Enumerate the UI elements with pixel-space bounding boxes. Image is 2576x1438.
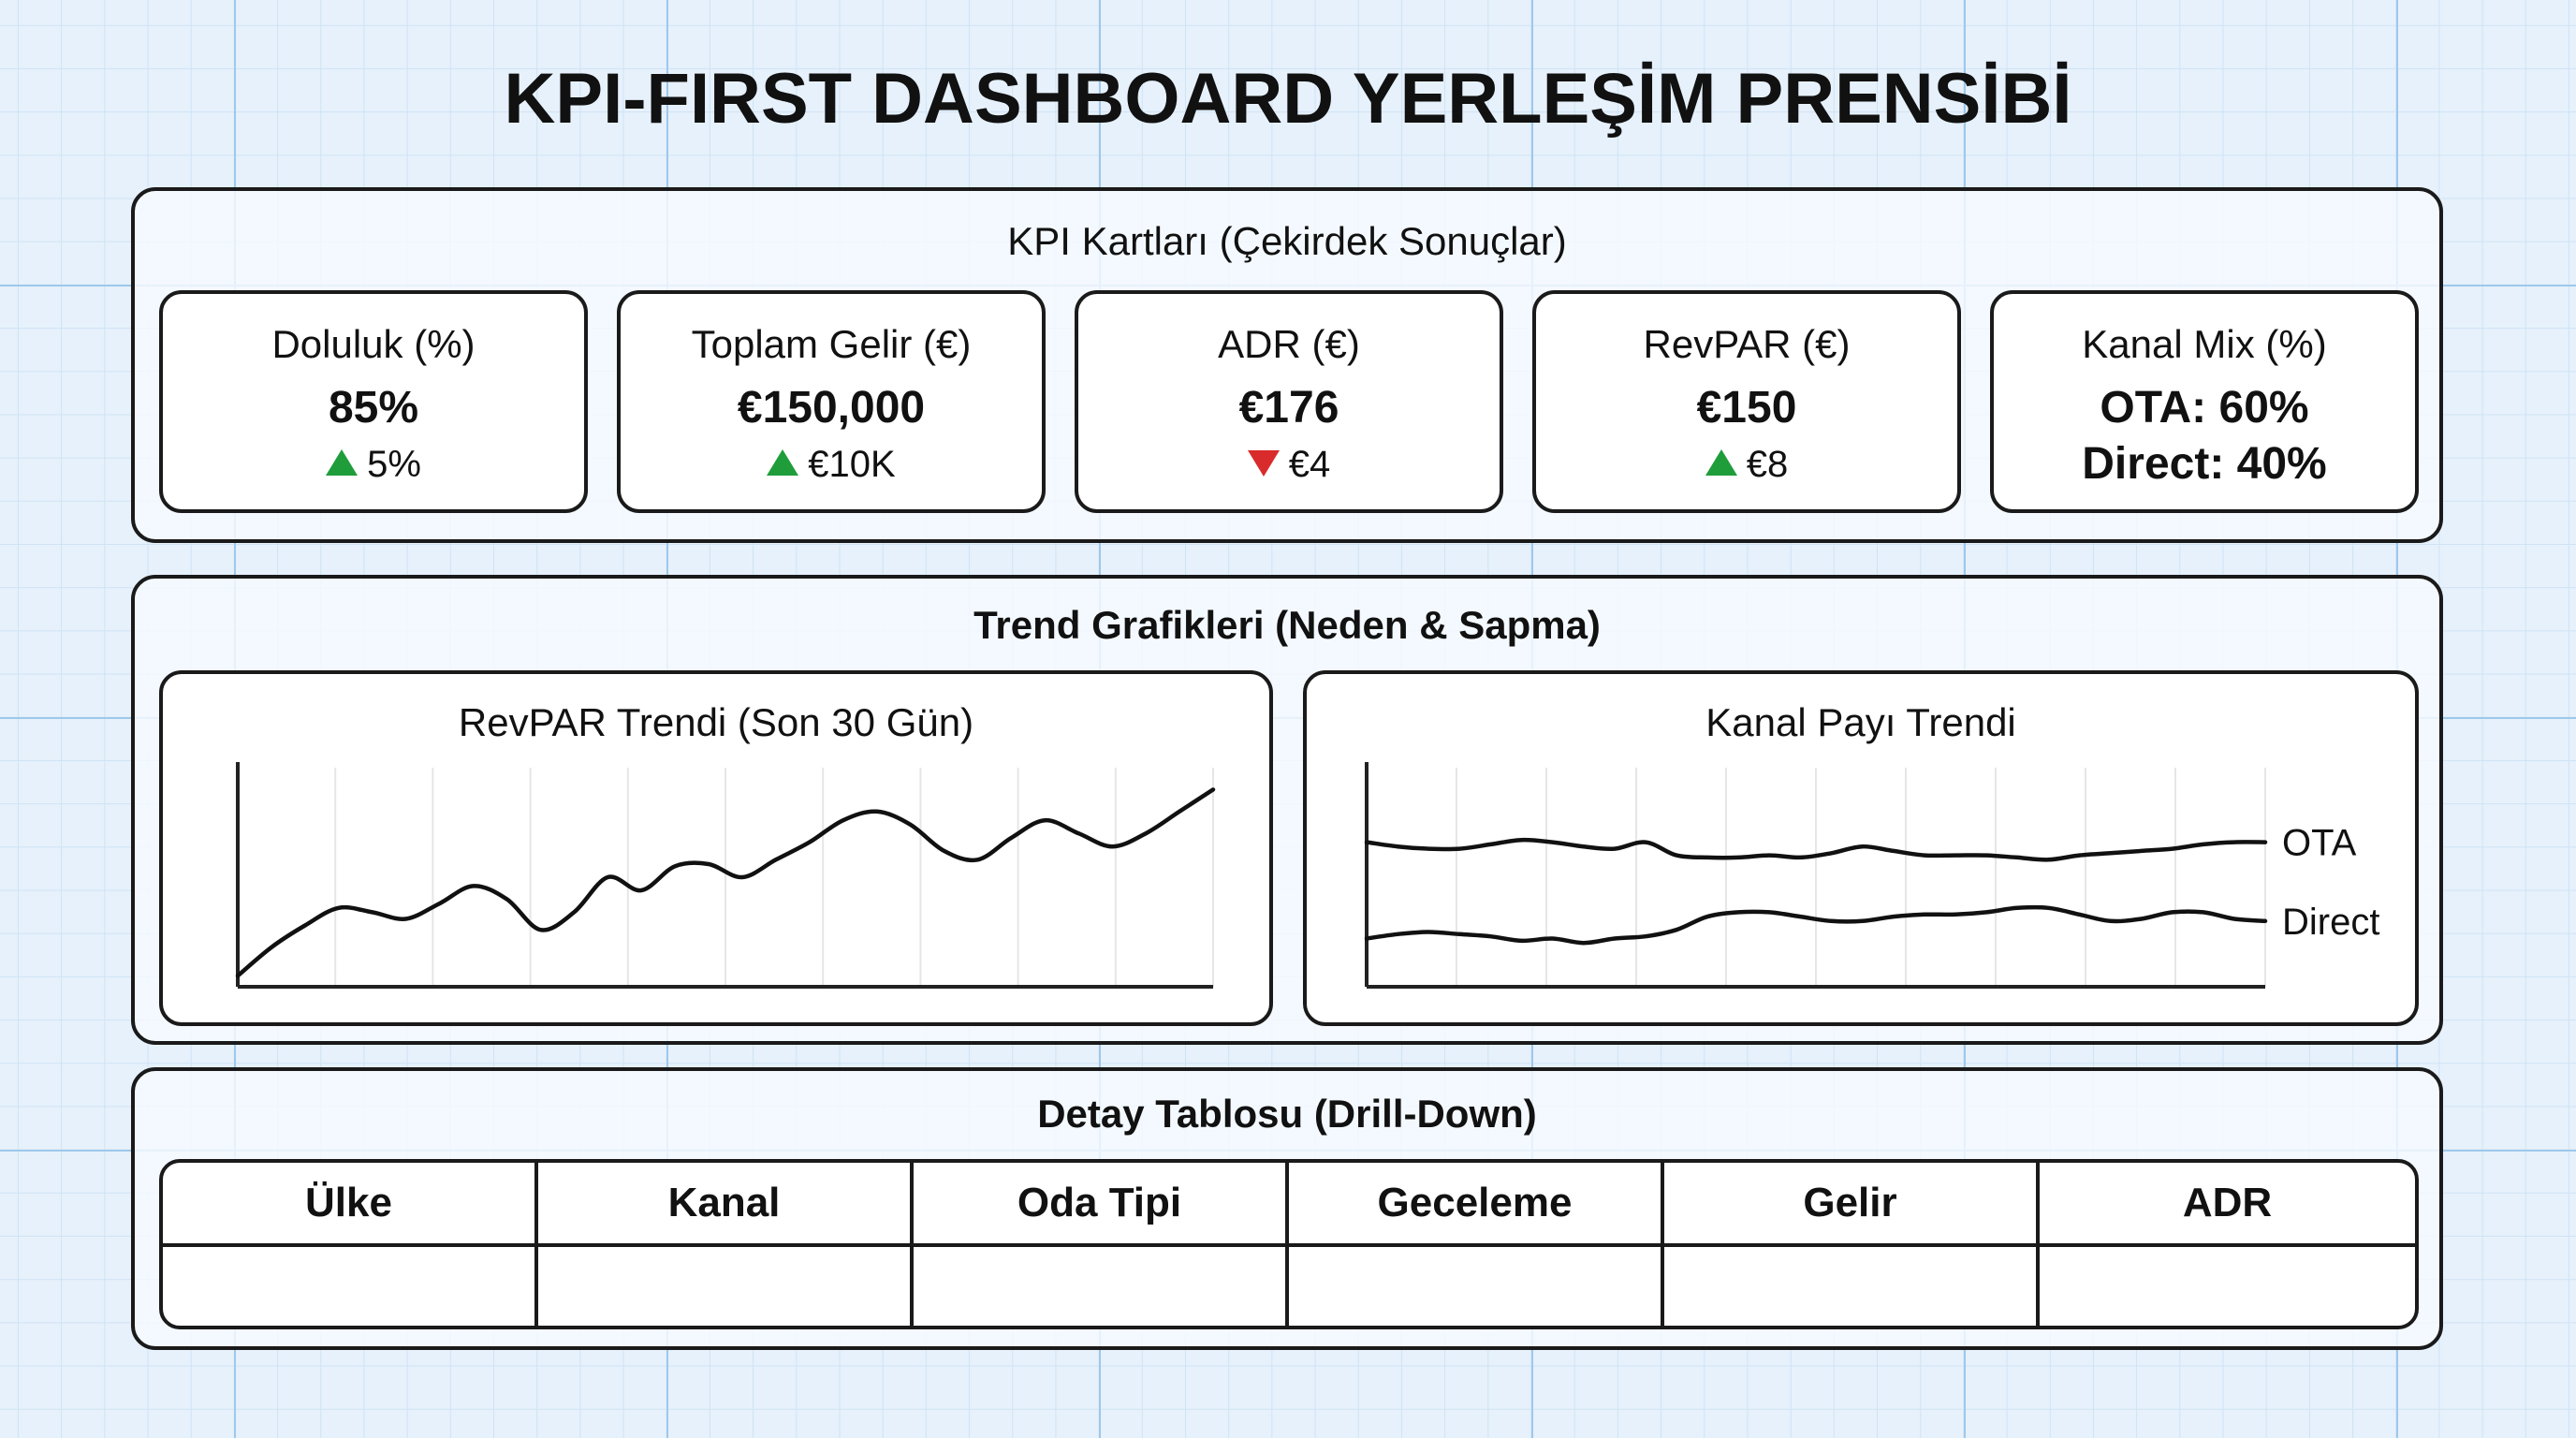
kpi-delta: €10K xyxy=(621,444,1042,486)
series-line xyxy=(235,787,1216,978)
trend-section: Trend Grafikleri (Neden & Sapma) RevPAR … xyxy=(131,575,2443,1045)
kpi-label: ADR (€) xyxy=(1218,322,1360,366)
channel-share-line-chart: OTA Direct xyxy=(1364,762,2379,989)
detail-section-title: Detay Tablosu (Drill-Down) xyxy=(1037,1092,1537,1136)
table-cell xyxy=(538,1247,914,1326)
kpi-delta: €4 xyxy=(1078,444,1500,486)
revpar-chart-title: RevPAR Trendi (Son 30 Gün) xyxy=(458,700,974,744)
kpi-label: Doluluk (%) xyxy=(271,322,476,366)
trend-section-title: Trend Grafikleri (Neden & Sapma) xyxy=(973,603,1601,647)
kpi-label: RevPAR (€) xyxy=(1643,322,1851,366)
kpi-delta: 5% xyxy=(163,444,584,486)
kpi-delta-value: €4 xyxy=(1288,444,1331,485)
series-line-ota xyxy=(1364,837,2268,862)
kpi-card-total-revenue[interactable]: Toplam Gelir (€) €150,000 €10K xyxy=(617,290,1046,513)
kpi-value: €176 xyxy=(1238,383,1339,433)
kpi-delta: €8 xyxy=(1536,444,1957,486)
table-header-row: Ülke Kanal Oda Tipi Geceleme Gelir ADR xyxy=(163,1163,2415,1247)
kpi-card-revpar[interactable]: RevPAR (€) €150 €8 xyxy=(1532,290,1961,513)
kpi-delta-value: €10K xyxy=(808,444,896,485)
column-header-nights[interactable]: Geceleme xyxy=(1289,1163,1664,1247)
trend-down-icon xyxy=(1247,450,1280,477)
column-header-country[interactable]: Ülke xyxy=(163,1163,538,1247)
table-cell xyxy=(2040,1247,2415,1326)
kpi-card-channel-mix[interactable]: Kanal Mix (%) OTA: 60% Direct: 40% xyxy=(1990,290,2419,513)
kpi-label: Toplam Gelir (€) xyxy=(691,322,972,366)
column-header-room-type[interactable]: Oda Tipi xyxy=(914,1163,1289,1247)
detail-section: Detay Tablosu (Drill-Down) Ülke Kanal Od… xyxy=(131,1067,2443,1350)
kpi-delta-value: 5% xyxy=(367,444,421,485)
column-header-adr[interactable]: ADR xyxy=(2040,1163,2415,1247)
table-row[interactable] xyxy=(163,1247,2415,1326)
detail-table: Ülke Kanal Oda Tipi Geceleme Gelir ADR xyxy=(159,1159,2419,1329)
revpar-line-chart xyxy=(235,762,1216,989)
kpi-delta-value: €8 xyxy=(1746,444,1789,485)
kpi-value: €150,000 xyxy=(737,383,926,433)
series-line-direct xyxy=(1364,904,2268,946)
table-cell xyxy=(914,1247,1289,1326)
trend-up-icon xyxy=(767,449,799,477)
table-cell xyxy=(1664,1247,2040,1326)
page-title: KPI-FIRST DASHBOARD YERLEŞİM PRENSİBİ xyxy=(504,59,2072,139)
series-label-direct: Direct xyxy=(2282,902,2379,943)
trend-up-icon xyxy=(326,449,359,477)
column-header-channel[interactable]: Kanal xyxy=(538,1163,914,1247)
kpi-value-direct: Direct: 40% xyxy=(2082,439,2327,489)
series-label-ota: OTA xyxy=(2282,823,2357,864)
kpi-value-ota: OTA: 60% xyxy=(2100,383,2309,433)
revpar-chart-card[interactable]: RevPAR Trendi (Son 30 Gün) xyxy=(159,670,1273,1026)
kpi-section-title: KPI Kartları (Çekirdek Sonuçlar) xyxy=(1007,219,1567,263)
column-header-revenue[interactable]: Gelir xyxy=(1664,1163,2040,1247)
trend-up-icon xyxy=(1705,449,1737,477)
kpi-value: 85% xyxy=(328,383,419,433)
kpi-value: €150 xyxy=(1696,383,1797,433)
kpi-card-adr[interactable]: ADR (€) €176 €4 xyxy=(1075,290,1503,513)
kpi-label: Kanal Mix (%) xyxy=(2082,322,2327,366)
table-cell xyxy=(1289,1247,1664,1326)
channel-chart-card[interactable]: Kanal Payı Trendi OTA Direct xyxy=(1303,670,2419,1026)
kpi-card-occupancy[interactable]: Doluluk (%) 85% 5% xyxy=(159,290,588,513)
kpi-section: KPI Kartları (Çekirdek Sonuçlar) Doluluk… xyxy=(131,187,2443,543)
channel-chart-title: Kanal Payı Trendi xyxy=(1705,700,2016,744)
table-cell xyxy=(163,1247,538,1326)
